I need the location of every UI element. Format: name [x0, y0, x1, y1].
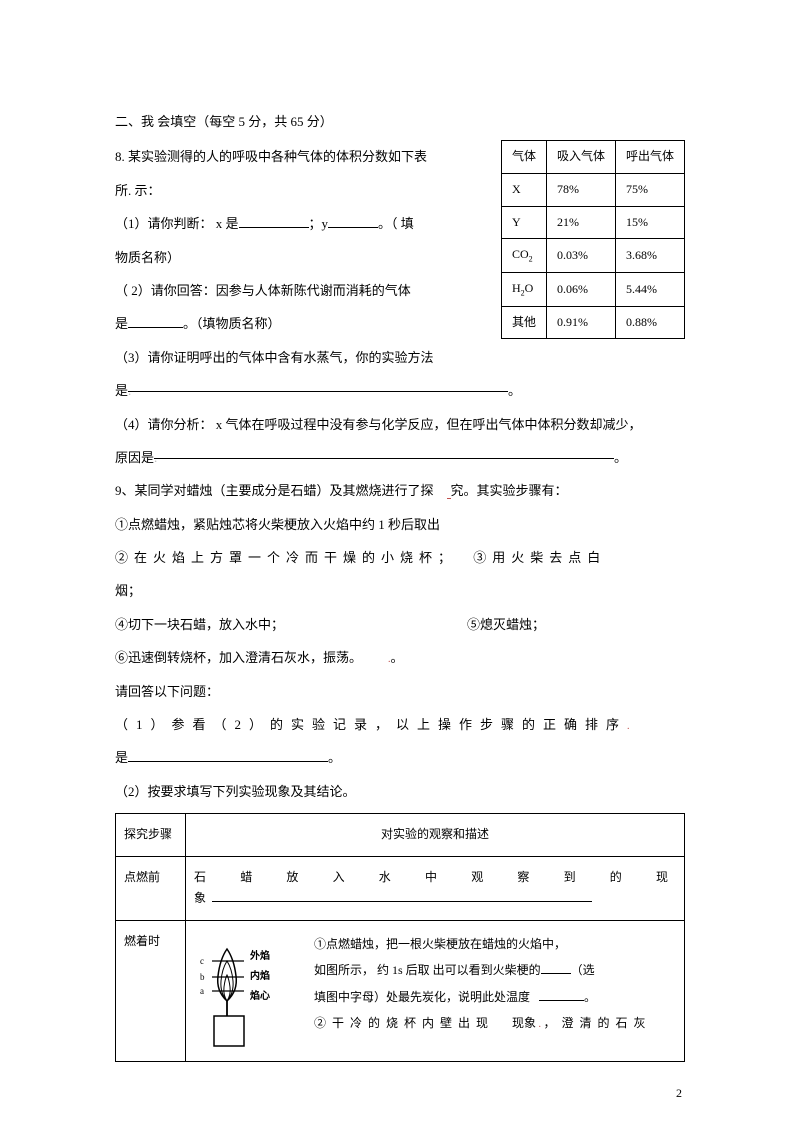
td: 其他	[501, 306, 546, 339]
q9-s6: ⑥迅速倒转烧杯，加入澄清石灰水，振荡。 .。	[115, 646, 685, 669]
svg-text:内焰: 内焰	[250, 969, 270, 982]
svg-text:焰心: 焰心	[250, 989, 270, 1002]
r1c2: 石蜡放入水中观察到的现 象	[186, 856, 685, 920]
q9-s4s5: ④切下一块石蜡，放入水中；⑤熄灭蜡烛；	[115, 613, 685, 636]
th-exhale: 呼出气体	[615, 141, 684, 174]
q9-s2c: 烟；	[115, 579, 685, 602]
th-gas: 气体	[501, 141, 546, 174]
q9-s2: ②在火焰上方罩一个冷而干燥的小烧杯； ③用火柴去点白	[115, 546, 685, 569]
td: X	[501, 173, 546, 206]
svg-text:b: b	[200, 972, 205, 982]
th-inhale: 吸入气体	[546, 141, 615, 174]
td: Y	[501, 206, 546, 239]
q9-1a: （1）参看（2）的实验记录，以上操作步骤的正确排序.	[115, 713, 685, 736]
r2c1: 燃着时	[116, 920, 186, 1061]
svg-text:a: a	[200, 986, 204, 996]
page-number: 2	[676, 1083, 682, 1105]
q8-3b: 是.。	[115, 379, 685, 402]
r2c2: c b a 外焰 内焰 焰心 ①点燃蜡烛，把一根火柴梗放在蜡烛的火焰中， 如图所…	[186, 920, 685, 1061]
svg-text:c: c	[200, 956, 204, 966]
col1-header: 探究步骤	[116, 814, 186, 857]
td: 15%	[615, 206, 684, 239]
q9-s1: ①点燃蜡烛，紧贴烛芯将火柴梗放入火焰中约 1 秒后取出	[115, 513, 685, 536]
col2-header: 对实验的观察和描述	[186, 814, 685, 857]
gas-data-table: 气体 吸入气体 呼出气体 X 78% 75% Y 21% 15% CO2 0.0…	[501, 140, 685, 339]
td-h2o: H2O	[501, 272, 546, 306]
td: 0.03%	[546, 239, 615, 273]
td: 0.06%	[546, 272, 615, 306]
r1c1: 点燃前	[116, 856, 186, 920]
q9-2: （2）按要求填写下列实验现象及其结论。	[115, 780, 685, 803]
q9-stem: 9、某同学对蜡烛（主要成分是石蜡）及其燃烧进行了探 究。其实验步骤有：	[115, 479, 685, 502]
q9-1b: 是。	[115, 746, 685, 769]
q9-ans: 请回答以下问题：	[115, 680, 685, 703]
td: 21%	[546, 206, 615, 239]
td: 5.44%	[615, 272, 684, 306]
experiment-table: 探究步骤 对实验的观察和描述 点燃前 石蜡放入水中观察到的现 象 燃着时 c	[115, 813, 685, 1062]
td: 0.88%	[615, 306, 684, 339]
q8-4b: 原因是.。	[115, 446, 685, 469]
td: 3.68%	[615, 239, 684, 273]
section-title: 二、我 会填空（每空 5 分，共 65 分）	[115, 110, 685, 133]
q8-3a: （3）请你证明呼出的气体中含有水蒸气，你的实验方法	[115, 346, 685, 369]
candle-flame-icon: c b a 外焰 内焰 焰心	[194, 931, 304, 1051]
td: 78%	[546, 173, 615, 206]
q8-4a: （4）请你分析： x 气体在呼吸过程中没有参与化学反应，但在呼出气体中体积分数却…	[115, 413, 685, 436]
svg-text:外焰: 外焰	[249, 949, 270, 962]
td: 75%	[615, 173, 684, 206]
td: 0.91%	[546, 306, 615, 339]
td-co2: CO2	[501, 239, 546, 273]
